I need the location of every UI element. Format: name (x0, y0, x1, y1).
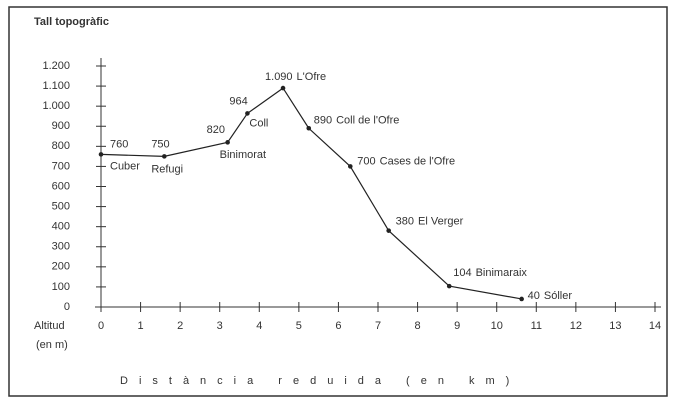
y-tick-label: 1.000 (42, 100, 70, 112)
point-label: 104 Binimaraix (453, 267, 527, 279)
value-label: 760 (110, 138, 128, 150)
y-tick-label: 300 (52, 241, 70, 253)
point (386, 228, 391, 233)
x-axis-label: Distància reduida (en km) (120, 375, 520, 387)
x-tick-label: 12 (570, 320, 582, 332)
point (280, 85, 286, 91)
y-axis-label: (en m) (36, 339, 68, 351)
point-label: 700 Cases de l'Ofre (357, 155, 455, 167)
x-tick-label: 6 (335, 320, 341, 332)
value-label: 890 (314, 114, 332, 126)
place-name: Refugi (151, 163, 183, 175)
x-tick-label: 13 (609, 320, 621, 332)
x-tick-label: 4 (256, 320, 262, 332)
value-label: 1.090 (265, 71, 293, 83)
point (245, 111, 250, 116)
profile-line (100, 87, 522, 300)
x-tick-label: 8 (415, 320, 421, 332)
x-tick-label: 2 (177, 320, 183, 332)
y-tick-label: 1.100 (42, 80, 70, 92)
point (446, 283, 452, 289)
y-tick-label: 600 (52, 180, 70, 192)
y-tick-label: 700 (52, 160, 70, 172)
y-tick-label: 500 (52, 200, 70, 212)
y-tick-label: 100 (52, 281, 70, 293)
place-name: L'Ofre (297, 71, 327, 83)
y-tick-label: 1.200 (42, 60, 70, 72)
x-tick-label: 3 (217, 320, 223, 332)
value-label: 964 (229, 95, 247, 107)
y-tick-label: 800 (52, 140, 70, 152)
place-name: Binimaraix (476, 267, 528, 279)
value-label: 700 (357, 155, 375, 167)
point-label: 40 Sóller (528, 290, 573, 302)
point (162, 154, 167, 159)
point (98, 152, 104, 157)
value-label: 750 (151, 138, 169, 150)
x-tick-label: 1 (138, 320, 144, 332)
y-tick-label: 0 (64, 301, 70, 313)
y-tick-label: 900 (52, 120, 70, 132)
frame (8, 6, 668, 397)
x-tick-label: 0 (98, 320, 104, 332)
x-tick-label: 5 (296, 320, 302, 332)
x-tick-label: 9 (454, 320, 460, 332)
x-tick-label: 11 (531, 320, 542, 332)
point-label: 890 Coll de l'Ofre (314, 114, 400, 126)
value-label: 820 (207, 124, 225, 136)
x-tick-label: 10 (491, 320, 503, 332)
y-tick-label: 200 (52, 261, 70, 273)
point-label: 380 El Verger (396, 216, 464, 228)
place-name: Coll de l'Ofre (336, 114, 399, 126)
point (519, 296, 524, 302)
place-name: Cuber (110, 160, 140, 172)
x-tick-label: 14 (649, 320, 661, 332)
value-label: 380 (396, 216, 414, 228)
point (225, 140, 230, 145)
place-name: El Verger (418, 216, 464, 228)
value-label: 104 (453, 267, 471, 279)
point (348, 164, 353, 169)
place-name: Cases de l'Ofre (380, 155, 455, 167)
place-name: Coll (249, 117, 268, 129)
point-label: 1.090 L'Ofre (265, 71, 326, 83)
chart-title: Tall topogràfic (34, 16, 109, 28)
place-name: Binimorat (220, 149, 266, 161)
point (306, 125, 312, 131)
value-label: 40 (528, 290, 540, 302)
y-axis-label: Altitud (34, 320, 65, 332)
place-name: Sóller (544, 290, 572, 302)
y-tick-label: 400 (52, 221, 70, 233)
x-tick-label: 7 (375, 320, 381, 332)
